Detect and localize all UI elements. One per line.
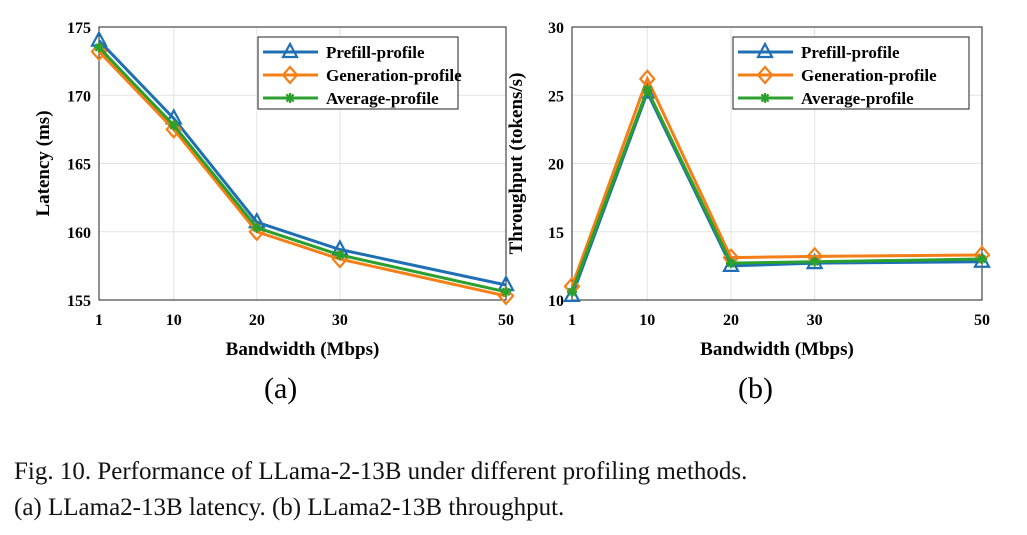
data-point <box>977 254 987 264</box>
data-point <box>497 286 515 306</box>
x-tick-label: 30 <box>807 312 823 329</box>
legend-marker <box>756 41 774 59</box>
x-tick-label: 50 <box>974 312 990 329</box>
y-tick-label: 30 <box>548 20 564 37</box>
y-tick-label: 10 <box>548 293 564 310</box>
chart-a: 1 10 20 30 50 155 160 165 170 175 Bandwidth (Mbps)… <box>33 20 515 360</box>
legend-marker <box>281 65 299 85</box>
data-point <box>726 258 736 268</box>
series-line-generation-profile <box>570 74 983 287</box>
x-tick-label: 1 <box>568 312 576 329</box>
x-tick-label: 1 <box>95 312 103 329</box>
y-axis-label: Latency (ms) <box>33 110 54 216</box>
x-tick-label: 20 <box>249 312 265 329</box>
legend-entry: Generation-profile <box>801 66 937 85</box>
panel-label-b: (b) <box>738 372 773 405</box>
y-tick-label: 15 <box>548 225 564 242</box>
legend-marker <box>756 65 774 85</box>
y-tick-label: 170 <box>67 88 91 105</box>
legend-entry: Prefill-profile <box>326 43 425 62</box>
legend-entry: Generation-profile <box>326 66 462 85</box>
x-axis-label: Bandwidth (Mbps) <box>226 339 380 360</box>
data-point <box>810 257 819 267</box>
x-tick-label: 10 <box>639 312 655 329</box>
legend-entry: Average-profile <box>801 89 914 108</box>
y-axis-label: Throughput (tokens/s) <box>506 73 527 255</box>
y-tick-label: 25 <box>548 88 564 105</box>
legend-entry: Average-profile <box>326 89 439 108</box>
legend-marker <box>281 41 299 59</box>
legend-marker <box>760 93 770 103</box>
data-point <box>90 41 108 62</box>
data-point <box>94 43 104 52</box>
caption-line-2: (a) LLama2-13B latency. (b) LLama2-13B t… <box>14 494 565 521</box>
y-tick-label: 155 <box>67 293 91 310</box>
x-axis-label: Bandwidth (Mbps) <box>700 339 854 360</box>
x-tick-label: 50 <box>498 312 514 329</box>
data-point <box>169 120 179 130</box>
legend-marker <box>285 93 295 103</box>
data-point <box>501 287 511 297</box>
axes-box <box>98 26 507 301</box>
data-point <box>642 85 652 95</box>
data-point <box>165 119 183 140</box>
data-point <box>252 223 262 232</box>
x-tick-label: 20 <box>723 312 739 329</box>
panel-label-a: (a) <box>264 372 298 405</box>
y-tick-label: 160 <box>67 225 91 242</box>
legend-entry: Prefill-profile <box>801 43 900 62</box>
x-tick-label: 10 <box>166 312 182 329</box>
y-tick-label: 165 <box>67 157 91 174</box>
data-point <box>335 250 345 260</box>
caption-line-1: Fig. 10. Performance of LLama-2-13B unde… <box>14 458 748 485</box>
y-tick-label: 175 <box>67 20 91 37</box>
data-point <box>567 287 577 297</box>
y-tick-label: 20 <box>548 157 564 174</box>
axes-box <box>571 26 983 301</box>
x-tick-label: 30 <box>332 312 348 329</box>
